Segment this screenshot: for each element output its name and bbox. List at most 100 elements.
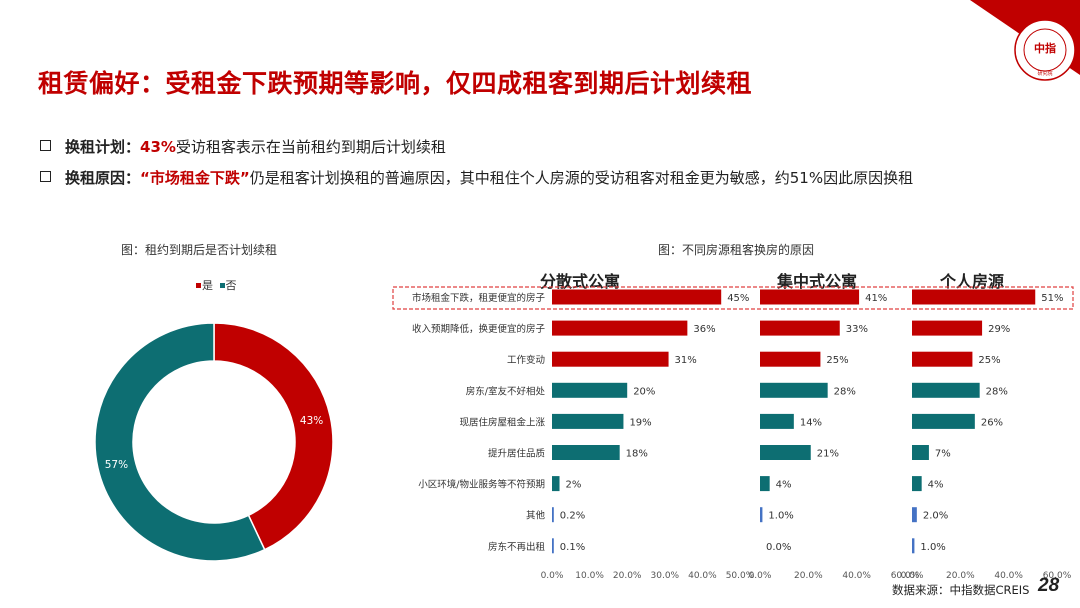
bar-value-label: 0.2%: [560, 511, 585, 522]
panel-title-individual: 个人房源: [940, 272, 1005, 291]
bar-1-6: [760, 476, 770, 492]
bullet-renew-reason: 换租原因：“市场租金下跌”仍是租客计划换租的普遍原因，其中租住个人房源的受访租客…: [40, 167, 913, 188]
bar-2-3: [912, 382, 980, 398]
category-label: 小区环境/物业服务等不符预期: [418, 479, 545, 491]
category-label: 现居住房屋租金上涨: [459, 416, 545, 428]
bar-2-7: [912, 507, 917, 523]
legend-swatch-no: [219, 283, 225, 288]
axis-tick-label: 20.0%: [946, 571, 975, 581]
bar-value-label: 51%: [1041, 293, 1063, 304]
bar-2-5: [912, 445, 929, 460]
bullet-label: 换租原因：: [65, 169, 141, 187]
bar-value-label: 36%: [693, 324, 715, 335]
bar-0-1: [552, 320, 688, 336]
category-label: 其他: [526, 510, 546, 522]
bar-0-7: [552, 507, 554, 523]
bar-value-label: 14%: [800, 417, 822, 428]
bar-2-1: [912, 320, 983, 336]
bullet-renew-plan: 换租计划：43%受访租客表示在当前租约到期后计划续租: [40, 136, 446, 157]
bar-0-6: [552, 476, 560, 492]
donut-legend: 是 否: [196, 277, 237, 293]
bullet-highlight: 43%: [140, 138, 176, 156]
donut-slice-label: 57%: [105, 459, 128, 471]
page-title: 租赁偏好：受租金下跌预期等影响，仅四成租客到期后计划续租: [38, 69, 753, 98]
axis-tick-label: 60.0%: [891, 571, 920, 581]
bar-1-4: [760, 413, 794, 429]
bar-value-label: 1.0%: [768, 511, 793, 522]
bar-0-5: [552, 445, 620, 460]
legend-label-yes: 是: [202, 279, 213, 292]
bullet-square-icon: [40, 140, 51, 151]
data-source: 数据来源：中指数据CREIS: [892, 583, 1030, 597]
bar-0-8: [552, 538, 554, 554]
category-label: 房东/室友不好相处: [466, 385, 546, 397]
bar-value-label: 28%: [986, 386, 1008, 397]
panel-title-scattered: 分散式公寓: [540, 272, 621, 291]
bar-value-label: 21%: [817, 449, 839, 460]
bar-2-8: [912, 538, 915, 554]
bar-value-label: 2%: [566, 480, 582, 491]
bar-2-6: [912, 476, 922, 492]
bar-2-4: [912, 413, 975, 429]
bar-value-label: 41%: [865, 293, 887, 304]
bar-value-label: 25%: [826, 355, 848, 366]
bar-1-7: [760, 507, 763, 523]
bar-value-label: 0.0%: [766, 542, 791, 553]
category-label: 工作变动: [507, 354, 545, 366]
axis-tick-label: 20.0%: [613, 571, 642, 581]
bar-2-2: [912, 351, 973, 367]
axis-tick-label: 40.0%: [994, 571, 1023, 581]
bar-0-3: [552, 382, 628, 398]
category-label: 市场租金下跌，租更便宜的房子: [412, 292, 546, 304]
donut-chart-title: 图：租约到期后是否计划续租: [121, 243, 278, 257]
bar-value-label: 19%: [629, 417, 651, 428]
donut-slice-yes: [213, 322, 334, 551]
axis-tick-label: 20.0%: [794, 571, 823, 581]
bullet-highlight: “市场租金下跌”: [140, 169, 250, 187]
logo-bottom-text: 研究院: [1037, 70, 1052, 77]
bullet-text: 仍是租客计划换租的普遍原因，其中租住个人房源的受访租客对租金更为敏感，约51%因…: [249, 169, 914, 187]
bar-value-label: 0.1%: [560, 542, 585, 553]
bar-1-2: [760, 351, 821, 367]
bar-value-label: 26%: [981, 417, 1003, 428]
bar-1-5: [760, 445, 811, 460]
bar-value-label: 25%: [978, 355, 1000, 366]
bar-1-3: [760, 382, 828, 398]
bar-value-label: 4%: [928, 480, 944, 491]
bullet-square-icon: [40, 171, 51, 182]
axis-tick-label: 10.0%: [575, 571, 604, 581]
bar-value-label: 29%: [988, 324, 1010, 335]
bar-chart-title: 图：不同房源租客换房的原因: [658, 243, 815, 257]
bar-value-label: 20%: [633, 386, 655, 397]
legend-label-no: 否: [225, 279, 237, 292]
bar-value-label: 4%: [776, 480, 792, 491]
bar-1-1: [760, 320, 840, 336]
bar-value-label: 1.0%: [920, 542, 945, 553]
logo-center-text: 中指: [1034, 41, 1056, 55]
bar-value-label: 45%: [727, 293, 749, 304]
donut-slice-label: 43%: [300, 415, 323, 427]
axis-tick-label: 40.0%: [688, 571, 717, 581]
bar-value-label: 7%: [935, 449, 951, 460]
bar-value-label: 18%: [626, 449, 648, 460]
page-number: 28: [1038, 575, 1060, 596]
bar-0-4: [552, 413, 624, 429]
axis-tick-label: 0.0%: [749, 571, 772, 581]
donut-chart: 43% 57%: [94, 322, 334, 562]
legend-swatch-yes: [196, 283, 201, 288]
panel-title-centralized: 集中式公寓: [777, 272, 858, 291]
bar-value-label: 31%: [675, 355, 697, 366]
axis-tick-label: 0.0%: [901, 571, 924, 581]
axis-tick-label: 0.0%: [541, 571, 564, 581]
axis-tick-label: 30.0%: [651, 571, 680, 581]
category-label: 房东不再出租: [488, 541, 546, 553]
axis-tick-label: 40.0%: [842, 571, 871, 581]
category-label: 收入预期降低，换更便宜的房子: [412, 323, 546, 335]
axis-tick-label: 50.0%: [726, 571, 755, 581]
bar-value-label: 33%: [846, 324, 868, 335]
corner-logo: 中指 研究院: [970, 0, 1080, 81]
bar-value-label: 28%: [834, 386, 856, 397]
bar-value-label: 2.0%: [923, 511, 948, 522]
bullet-text: 受访租客表示在当前租约到期后计划续租: [175, 138, 446, 156]
donut-slice-no: [94, 322, 266, 562]
